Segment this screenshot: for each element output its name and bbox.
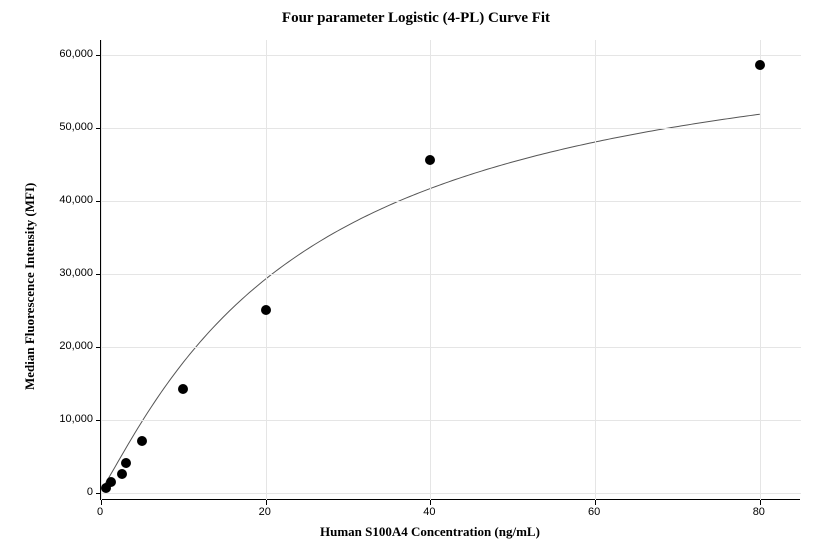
x-tick bbox=[760, 500, 761, 505]
x-tick-label: 0 bbox=[97, 506, 103, 518]
gridline-vertical bbox=[595, 40, 596, 500]
y-tick-label: 60,000 bbox=[38, 48, 93, 60]
gridline-horizontal bbox=[101, 420, 801, 421]
y-tick-label: 10,000 bbox=[38, 413, 93, 425]
x-tick bbox=[595, 500, 596, 505]
data-point bbox=[106, 477, 116, 487]
x-tick bbox=[266, 500, 267, 505]
data-point bbox=[425, 155, 435, 165]
x-tick-label: 40 bbox=[423, 506, 435, 518]
gridline-vertical bbox=[430, 40, 431, 500]
fitted-curve bbox=[101, 40, 801, 500]
x-tick-label: 60 bbox=[588, 506, 600, 518]
x-tick bbox=[430, 500, 431, 505]
y-tick-label: 30,000 bbox=[38, 267, 93, 279]
gridline-horizontal bbox=[101, 55, 801, 56]
data-point bbox=[121, 458, 131, 468]
y-tick-label: 20,000 bbox=[38, 340, 93, 352]
gridline-horizontal bbox=[101, 347, 801, 348]
chart-container: Four parameter Logistic (4-PL) Curve Fit… bbox=[0, 0, 832, 560]
y-tick-label: 50,000 bbox=[38, 121, 93, 133]
y-tick-label: 0 bbox=[38, 486, 93, 498]
chart-title: Four parameter Logistic (4-PL) Curve Fit bbox=[0, 10, 832, 27]
gridline-vertical bbox=[266, 40, 267, 500]
data-point bbox=[137, 436, 147, 446]
gridline-vertical bbox=[760, 40, 761, 500]
x-axis-label: Human S100A4 Concentration (ng/mL) bbox=[320, 524, 540, 540]
y-axis-label: Median Fluorescence Intensity (MFI) bbox=[22, 183, 38, 390]
gridline-horizontal bbox=[101, 274, 801, 275]
data-point bbox=[755, 60, 765, 70]
x-tick-label: 20 bbox=[259, 506, 271, 518]
y-tick-label: 40,000 bbox=[38, 194, 93, 206]
gridline-vertical bbox=[101, 40, 102, 500]
gridline-horizontal bbox=[101, 128, 801, 129]
gridline-horizontal bbox=[101, 201, 801, 202]
x-tick-label: 80 bbox=[753, 506, 765, 518]
data-point bbox=[261, 305, 271, 315]
gridline-horizontal bbox=[101, 493, 801, 494]
x-tick bbox=[101, 500, 102, 505]
data-point bbox=[178, 384, 188, 394]
data-point bbox=[117, 469, 127, 479]
plot-area bbox=[100, 40, 800, 500]
